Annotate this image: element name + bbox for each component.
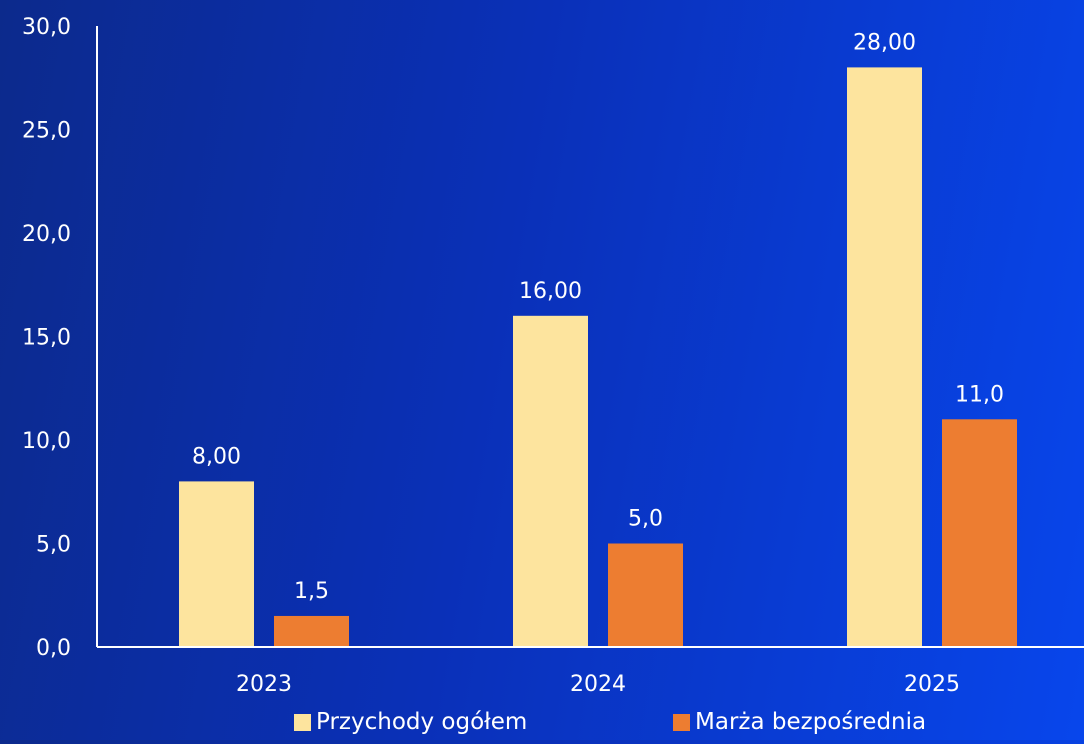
bar-revenue-2023	[179, 481, 254, 647]
bar-margin-2023	[274, 615, 349, 647]
y-tick-label: 25,0	[22, 119, 71, 144]
legend-label-revenue: Przychody ogółem	[316, 709, 528, 735]
data-label: 11,0	[955, 382, 1004, 407]
y-tick-label: 5,0	[36, 533, 71, 558]
data-label: 8,00	[192, 444, 241, 469]
legend: Przychody ogółem Marża bezpośrednia	[0, 709, 1084, 740]
bar-margin-2024	[608, 543, 683, 647]
y-axis-ticks: 0,0 5,0 10,0 15,0 20,0 25,0 30,0	[22, 15, 71, 661]
x-tick-label: 2023	[236, 672, 292, 697]
x-tick-label: 2025	[904, 672, 960, 697]
data-label: 1,5	[294, 579, 329, 604]
data-label: 28,00	[853, 30, 916, 55]
bar-revenue-2025	[847, 67, 922, 647]
y-tick-label: 10,0	[22, 429, 71, 454]
legend-item-margin: Marża bezpośrednia	[673, 709, 926, 735]
data-labels: 8,00 16,00 28,00 1,5 5,0 11,0	[192, 30, 1004, 604]
data-label: 16,00	[519, 279, 582, 304]
legend-label-margin: Marża bezpośrednia	[695, 709, 927, 735]
y-tick-label: 0,0	[36, 636, 71, 661]
bar-margin-2025	[942, 419, 1017, 647]
x-axis-ticks: 2023 2024 2025	[236, 672, 960, 697]
data-label: 5,0	[628, 507, 663, 532]
bars	[179, 67, 1017, 647]
y-tick-label: 30,0	[22, 15, 71, 40]
legend-swatch-revenue	[294, 713, 311, 731]
bar-revenue-2024	[513, 315, 588, 647]
y-tick-label: 15,0	[22, 326, 71, 351]
x-tick-label: 2024	[570, 672, 626, 697]
y-tick-label: 20,0	[22, 222, 71, 247]
legend-item-revenue: Przychody ogółem	[294, 709, 527, 735]
legend-swatch-margin	[673, 713, 690, 731]
